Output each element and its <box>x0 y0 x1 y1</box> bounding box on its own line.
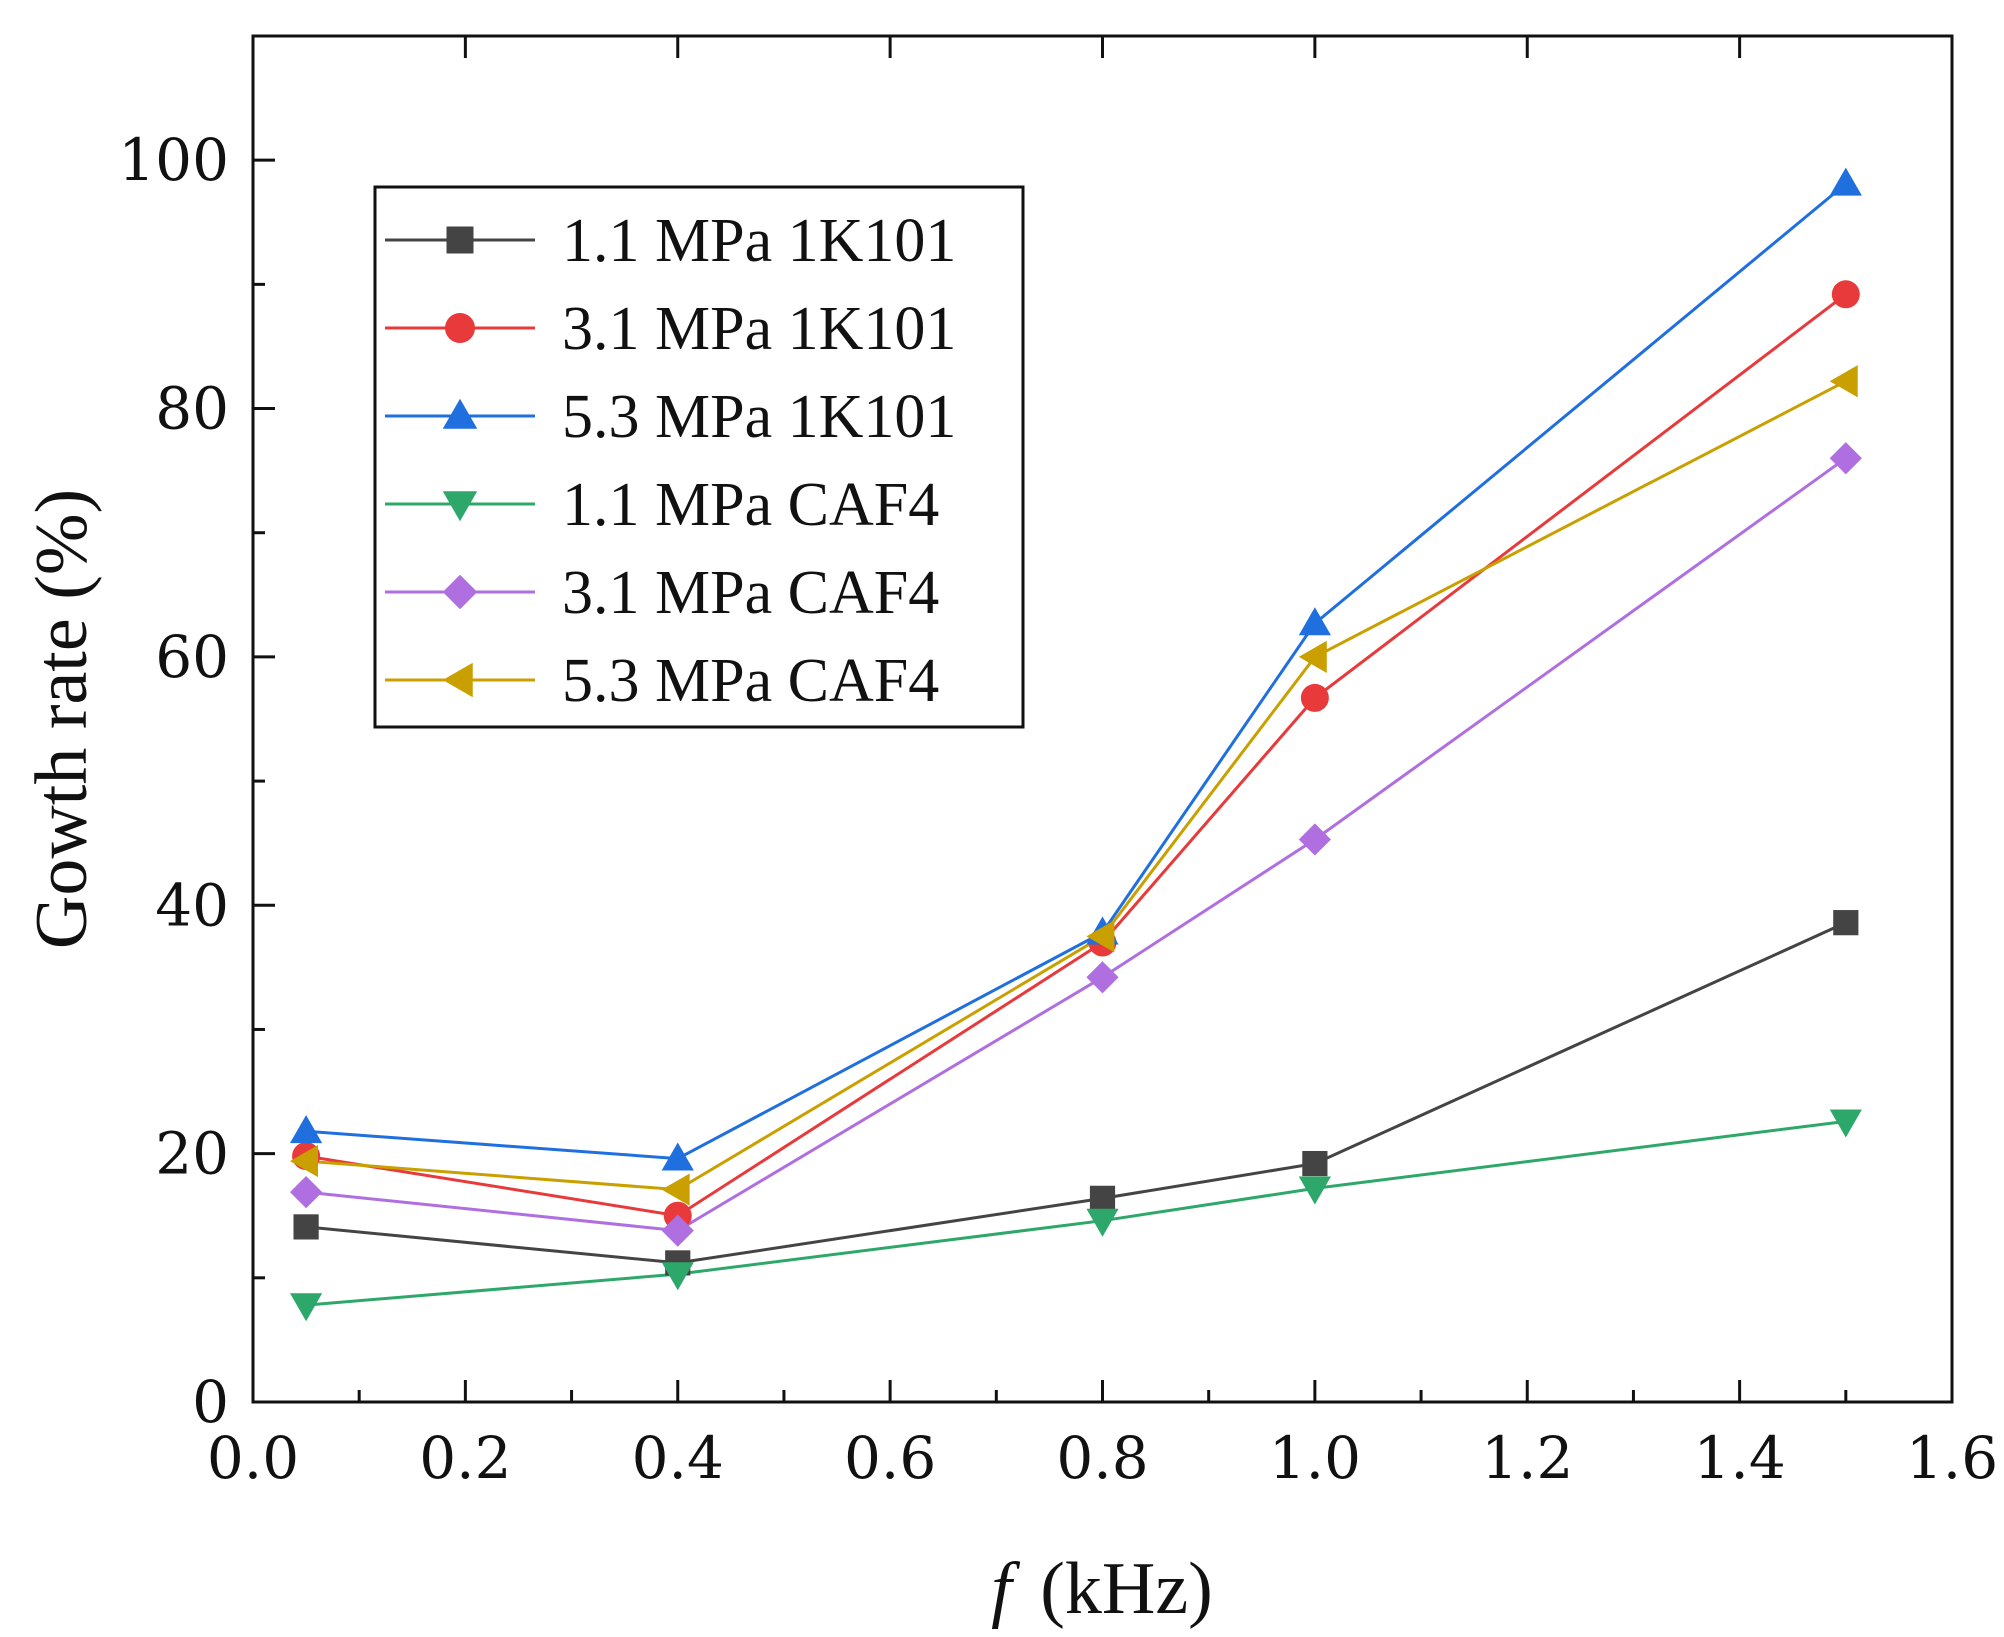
x-tick-label: 1.6 <box>1906 1424 1998 1492</box>
x-axis-unit: (kHz) <box>1040 1548 1213 1630</box>
legend-label: 1.1 MPa 1K101 <box>562 207 956 275</box>
legend-label: 5.3 MPa 1K101 <box>562 383 956 451</box>
y-tick-label: 0 <box>192 1368 229 1436</box>
data-point <box>1300 683 1329 712</box>
y-tick-label: 20 <box>155 1120 229 1188</box>
series-line <box>305 921 1847 1265</box>
data-point <box>1829 1109 1862 1138</box>
legend-marker <box>442 491 478 522</box>
y-tick-label: 40 <box>155 871 229 939</box>
legend: 1.1 MPa 1K101 3.1 MPa 1K101 5.3 MPa 1K101 1… <box>373 185 1025 729</box>
data-point <box>661 1142 694 1171</box>
legend-marker <box>442 574 478 610</box>
data-point <box>1086 1208 1119 1237</box>
data-point <box>289 1293 323 1322</box>
legend-label: 3.1 MPa CAF4 <box>562 559 939 627</box>
data-point <box>1298 1176 1331 1205</box>
x-axis-symbol: f <box>991 1548 1021 1630</box>
x-tick-label: 0.6 <box>844 1424 936 1492</box>
x-tick-label: 0.8 <box>1056 1424 1148 1492</box>
x-tick-label: 1.0 <box>1269 1424 1361 1492</box>
data-point <box>1829 167 1862 196</box>
legend-label: 5.3 MPa CAF4 <box>562 647 939 715</box>
legend-marker <box>445 313 475 343</box>
data-point <box>1298 823 1331 856</box>
data-point <box>1829 442 1862 475</box>
data-point <box>1302 1150 1328 1177</box>
legend-marker <box>446 226 474 254</box>
data-point <box>1086 961 1119 994</box>
data-point <box>661 1214 694 1247</box>
y-tick-label: 80 <box>155 375 229 443</box>
data-point <box>289 1144 318 1178</box>
legend-label: 1.1 MPa CAF4 <box>562 471 939 539</box>
data-point <box>1086 920 1115 953</box>
x-tick-label: 0.0 <box>207 1424 299 1492</box>
data-point <box>661 1262 694 1291</box>
y-axis-title: Gowth rate (%) <box>21 489 103 949</box>
x-axis-title: f (kHz) <box>991 1548 1213 1630</box>
legend-box <box>373 185 1025 729</box>
data-point <box>1831 280 1860 309</box>
data-point <box>1829 365 1858 398</box>
data-point <box>1833 910 1859 936</box>
y-tick-label: 60 <box>155 623 229 691</box>
data-point <box>661 1173 690 1206</box>
series-layer <box>289 167 1862 1322</box>
data-point <box>1298 607 1331 636</box>
x-tick-label: 1.4 <box>1694 1424 1786 1492</box>
legend-label: 3.1 MPa 1K101 <box>562 295 956 363</box>
y-tick-label: 100 <box>118 126 229 194</box>
data-point <box>289 1115 323 1144</box>
x-tick-label: 0.4 <box>632 1424 724 1492</box>
data-point <box>1089 1185 1116 1211</box>
axis-ticks: 0.0 0.2 0.4 0.6 0.8 1.0 1.2 1.4 1.6 0 20 40 60 80 100 <box>118 36 1998 1492</box>
data-point <box>289 1176 323 1209</box>
x-tick-label: 1.2 <box>1481 1424 1573 1492</box>
legend-marker <box>442 662 473 698</box>
legend-marker <box>442 398 478 429</box>
x-tick-label: 0.2 <box>419 1424 511 1492</box>
data-point <box>293 1214 319 1240</box>
data-point <box>1298 640 1327 674</box>
